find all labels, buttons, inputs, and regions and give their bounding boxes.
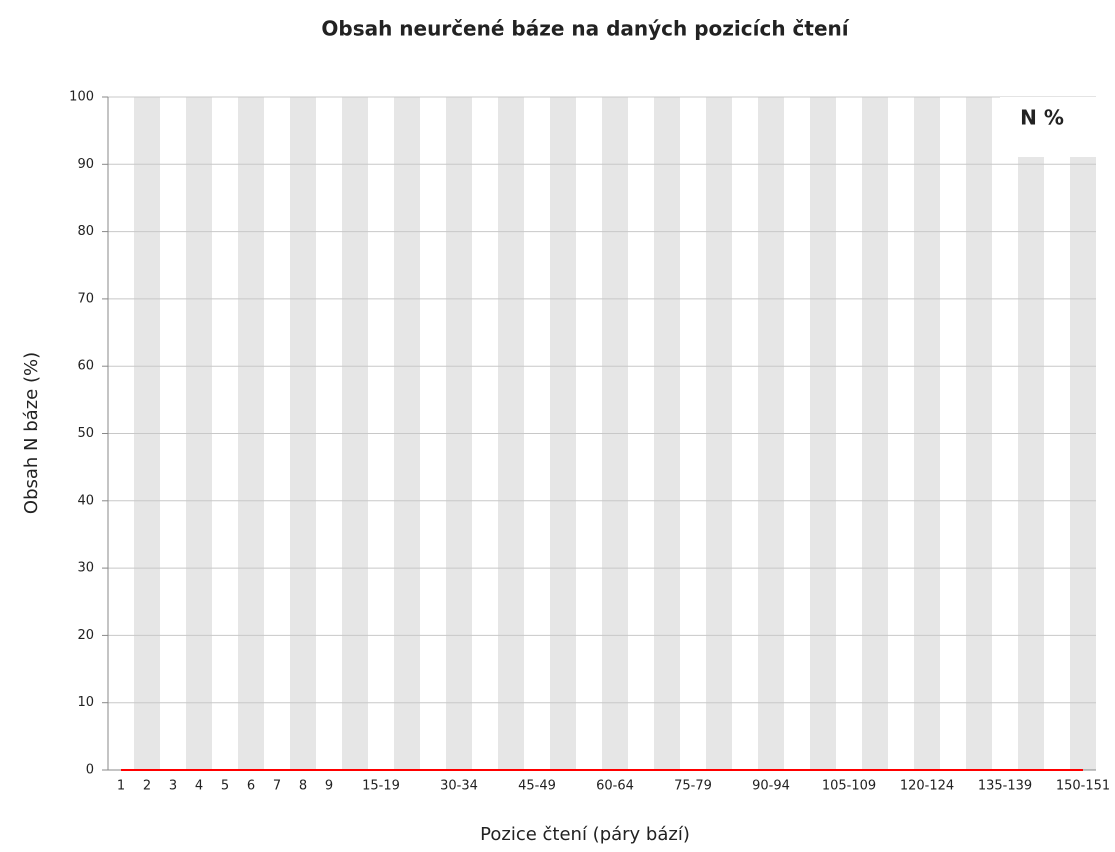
x-tick-label: 3 <box>169 779 177 794</box>
x-tick-label: 2 <box>143 779 151 794</box>
x-tick-label: 105-109 <box>822 779 876 794</box>
x-tick-label: 60-64 <box>596 779 634 794</box>
x-tick-label: 4 <box>195 779 203 794</box>
legend-box <box>1000 97 1097 157</box>
y-tick-label: 0 <box>86 763 94 778</box>
y-tick-label: 70 <box>77 291 94 306</box>
x-tick-label: 120-124 <box>900 779 954 794</box>
x-tick-label: 45-49 <box>518 779 556 794</box>
y-axis-label: Obsah N báze (%) <box>21 352 42 514</box>
x-tick-label: 6 <box>247 779 255 794</box>
x-tick-label: 30-34 <box>440 779 478 794</box>
y-tick-label: 100 <box>69 90 94 105</box>
y-tick-label: 60 <box>77 359 94 374</box>
y-tick-label: 30 <box>77 561 94 576</box>
x-tick-label: 7 <box>273 779 281 794</box>
x-tick-label: 135-139 <box>978 779 1032 794</box>
x-tick-label: 15-19 <box>362 779 400 794</box>
x-tick-label: 1 <box>117 779 125 794</box>
x-axis-label: Pozice čtení (páry bází) <box>480 824 690 845</box>
x-tick-label: 150-151 <box>1056 779 1110 794</box>
x-tick-label: 5 <box>221 779 229 794</box>
x-tick-label: 75-79 <box>674 779 712 794</box>
x-tick-label: 9 <box>325 779 333 794</box>
y-tick-label: 90 <box>77 157 94 172</box>
legend-entry: N % <box>1020 106 1064 130</box>
y-tick-label: 50 <box>77 426 94 441</box>
x-tick-label: 8 <box>299 779 307 794</box>
y-tick-label: 40 <box>77 493 94 508</box>
y-tick-label: 20 <box>77 628 94 643</box>
y-tick-label: 80 <box>77 224 94 239</box>
chart-title: Obsah neurčené báze na daných pozicích č… <box>321 17 849 41</box>
x-tick-label: 90-94 <box>752 779 790 794</box>
y-tick-label: 10 <box>77 695 94 710</box>
